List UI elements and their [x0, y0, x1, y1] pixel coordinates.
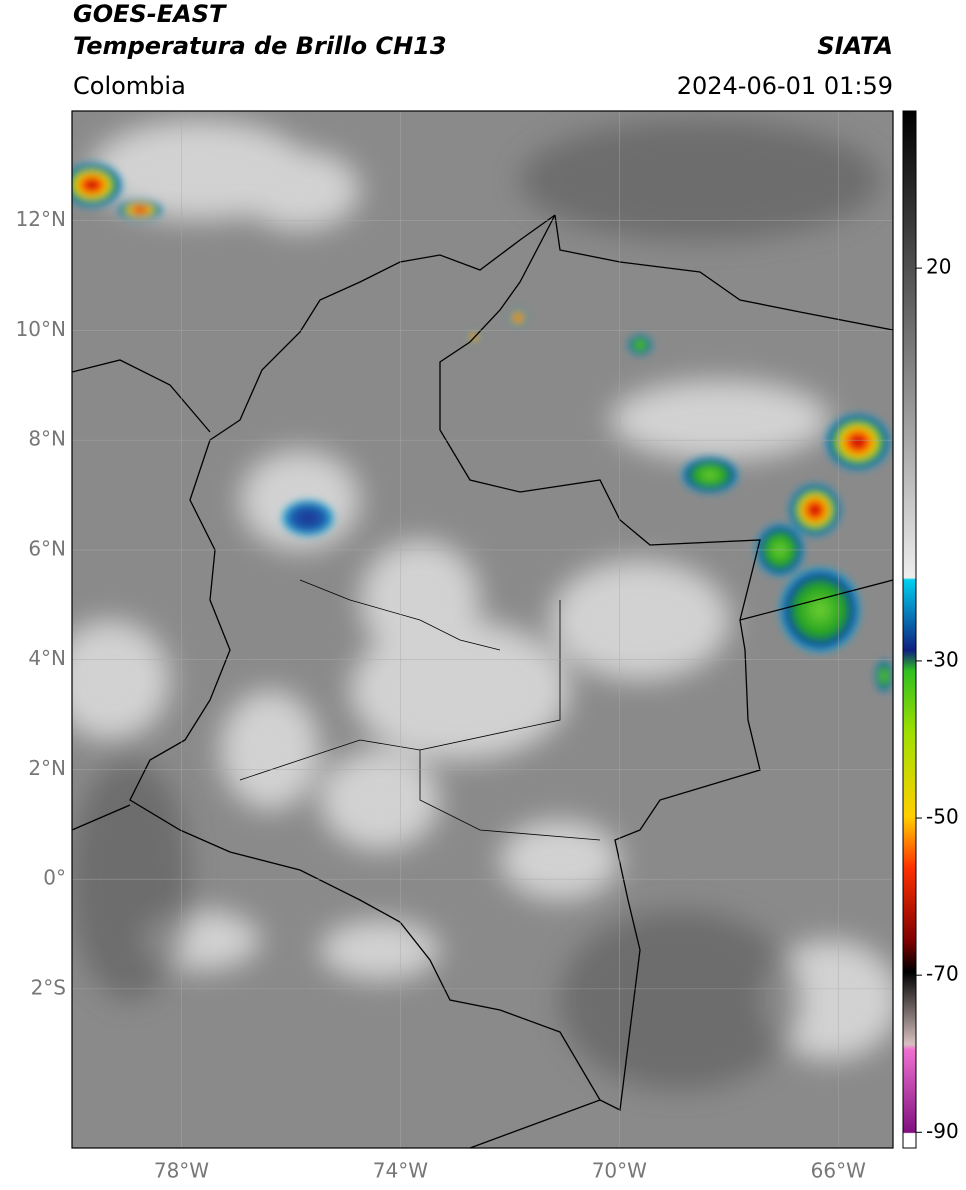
- colorbar-tick-label: -30: [926, 647, 959, 671]
- y-tick-label: 0°: [43, 866, 66, 890]
- source: SIATA: [817, 32, 893, 60]
- y-tick-label: 6°N: [28, 536, 66, 560]
- title-line1: GOES-EAST: [73, 0, 227, 28]
- x-tick-label: 70°W: [592, 1159, 647, 1183]
- y-tick-label: 2°S: [31, 975, 66, 999]
- title-line2: Temperatura de Brillo CH13: [73, 32, 447, 60]
- x-tick-label: 78°W: [154, 1159, 209, 1183]
- colorbar-tick-label: -50: [926, 805, 959, 829]
- map-frame: [71, 110, 894, 1149]
- colorbar-tick-label: 20: [926, 255, 951, 279]
- y-tick-label: 8°N: [28, 427, 66, 451]
- y-tick-label: 2°N: [28, 756, 66, 780]
- x-tick-label: 74°W: [373, 1159, 428, 1183]
- timestamp: 2024-06-01 01:59: [677, 72, 893, 100]
- region: Colombia: [73, 72, 186, 100]
- colorbar: [902, 110, 917, 1149]
- convective-cells: [72, 163, 893, 692]
- x-tick-label: 66°W: [811, 1159, 866, 1183]
- colorbar-tick-label: -90: [926, 1119, 959, 1143]
- y-tick-label: 12°N: [16, 207, 66, 231]
- y-tick-label: 4°N: [28, 646, 66, 670]
- y-tick-label: 10°N: [16, 317, 66, 341]
- colorbar-tick-label: -70: [926, 962, 959, 986]
- satellite-image: [72, 111, 893, 1148]
- boundaries: [72, 214, 893, 1148]
